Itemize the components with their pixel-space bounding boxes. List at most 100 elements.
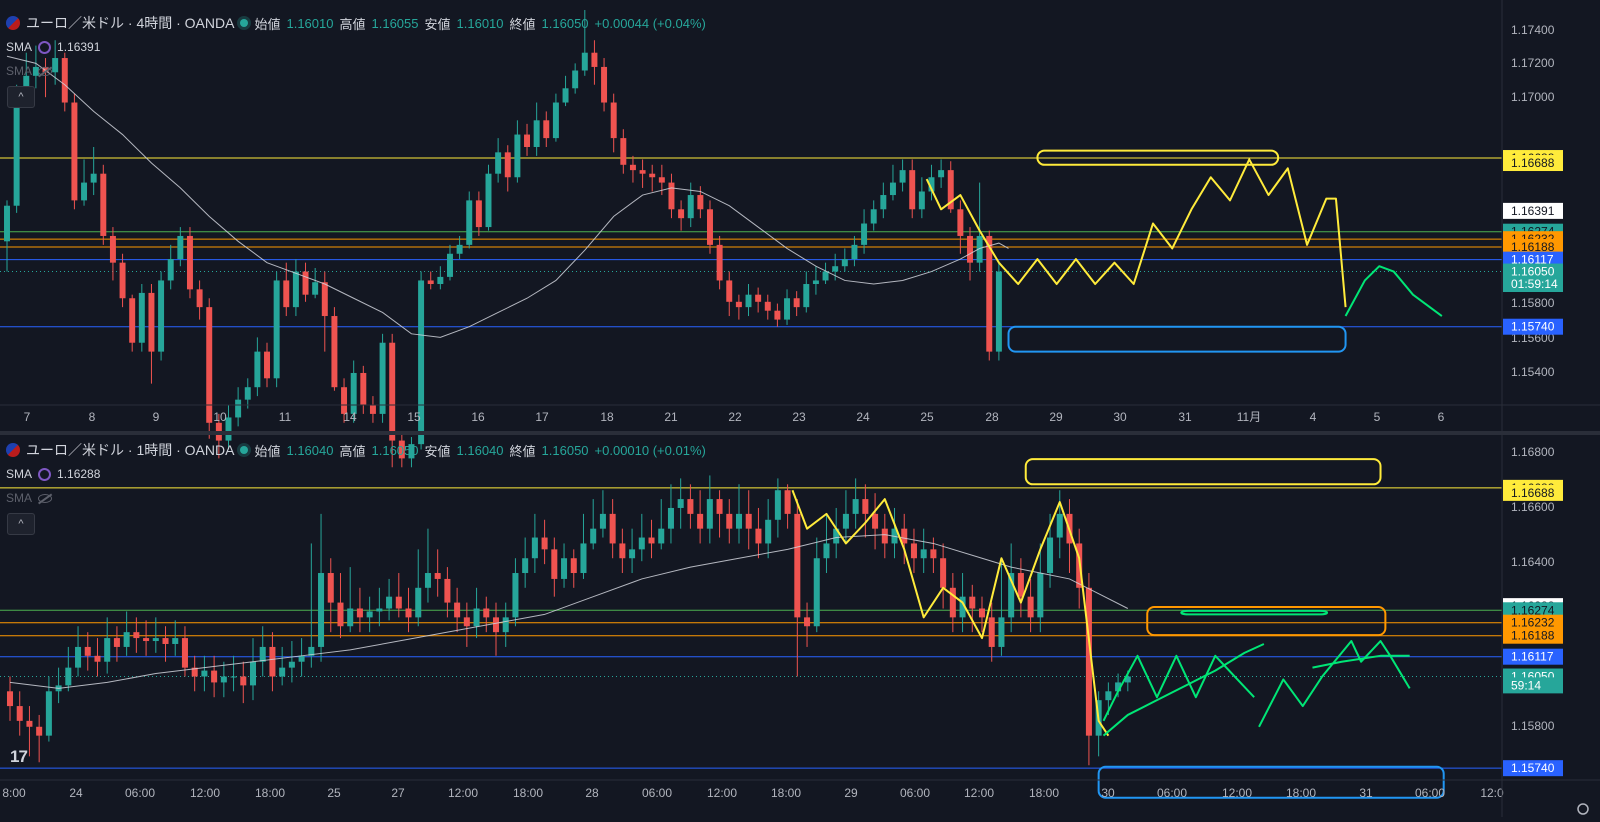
top-candle-body[interactable] bbox=[581, 52, 588, 71]
bottom-candle-body[interactable] bbox=[249, 661, 257, 686]
bottom-candle-body[interactable] bbox=[988, 617, 995, 647]
top-candle-body[interactable] bbox=[71, 102, 78, 201]
top-candle-body[interactable] bbox=[918, 191, 925, 210]
eye-hidden-icon[interactable] bbox=[38, 493, 53, 503]
bottom-price-tag[interactable] bbox=[1503, 648, 1563, 665]
bottom-candle-body[interactable] bbox=[658, 528, 665, 544]
top-candle-body[interactable] bbox=[976, 235, 983, 263]
top-candle-body[interactable] bbox=[562, 88, 569, 103]
bottom-candle-body[interactable] bbox=[667, 507, 674, 529]
top-candle-body[interactable] bbox=[341, 387, 348, 414]
top-candle-body[interactable] bbox=[418, 280, 425, 445]
top-candle-body[interactable] bbox=[928, 177, 935, 192]
top-candle-body[interactable] bbox=[687, 195, 694, 219]
bottom-candle-body[interactable] bbox=[113, 638, 120, 647]
top-candle-body[interactable] bbox=[880, 195, 887, 210]
bottom-candle-body[interactable] bbox=[735, 513, 743, 529]
bottom-candle-body[interactable] bbox=[852, 499, 859, 514]
top-yellow-drawing[interactable] bbox=[925, 158, 1347, 308]
top-candle-body[interactable] bbox=[832, 266, 839, 272]
bottom-candle-body[interactable] bbox=[376, 608, 383, 612]
bottom-candle-body[interactable] bbox=[551, 549, 558, 579]
top-candle-body[interactable] bbox=[784, 298, 791, 320]
top-candle-body[interactable] bbox=[697, 195, 704, 210]
bottom-candle-body[interactable] bbox=[502, 617, 509, 633]
bottom-candle-body[interactable] bbox=[910, 543, 917, 559]
top-candle-body[interactable] bbox=[524, 134, 531, 148]
top-candle-body[interactable] bbox=[938, 170, 945, 178]
bottom-candle-body[interactable] bbox=[240, 676, 247, 686]
bottom-candle-body[interactable] bbox=[143, 638, 150, 642]
bottom-candle-body[interactable] bbox=[842, 513, 849, 529]
top-candle-body[interactable] bbox=[138, 292, 145, 343]
bottom-candle-body[interactable] bbox=[201, 670, 208, 677]
top-candle-body[interactable] bbox=[331, 316, 338, 388]
top-candle-body[interactable] bbox=[870, 209, 877, 224]
top-candle-body[interactable] bbox=[292, 271, 299, 308]
top-candle-body[interactable] bbox=[620, 138, 627, 165]
bottom-candle-body[interactable] bbox=[84, 646, 91, 656]
top-candle-body[interactable] bbox=[273, 280, 280, 379]
top-candle-body[interactable] bbox=[899, 170, 906, 183]
top-candle-body[interactable] bbox=[533, 120, 540, 148]
bottom-candle-body[interactable] bbox=[677, 499, 684, 508]
bottom-candle-body[interactable] bbox=[454, 602, 461, 618]
sma-settings-icon[interactable] bbox=[38, 40, 52, 54]
bottom-candle-body[interactable] bbox=[920, 549, 927, 559]
bottom-candle-body[interactable] bbox=[804, 617, 811, 627]
bottom-price-tag[interactable] bbox=[1503, 627, 1563, 644]
top-candle-body[interactable] bbox=[909, 170, 916, 210]
top-sma-hidden-indicator[interactable]: SMA bbox=[6, 64, 53, 78]
bottom-candle-body[interactable] bbox=[191, 667, 198, 677]
bottom-candle-body[interactable] bbox=[211, 670, 218, 683]
bottom-candle-body[interactable] bbox=[6, 691, 14, 707]
bottom-candle-body[interactable] bbox=[1017, 573, 1024, 597]
bottom-candle-body[interactable] bbox=[434, 573, 441, 579]
bottom-candle-body[interactable] bbox=[570, 558, 577, 574]
bottom-green-drawing[interactable] bbox=[1258, 640, 1411, 728]
bottom-candle-body[interactable] bbox=[424, 573, 431, 588]
bottom-candle-body[interactable] bbox=[220, 676, 227, 683]
bottom-candle-body[interactable] bbox=[1085, 587, 1092, 736]
top-candle-body[interactable] bbox=[283, 280, 290, 308]
bottom-candle-body[interactable] bbox=[405, 608, 412, 618]
bottom-zone-rect[interactable] bbox=[1180, 609, 1329, 616]
bottom-candle-body[interactable] bbox=[901, 528, 908, 544]
top-price-tag[interactable] bbox=[1503, 202, 1563, 219]
top-candle-body[interactable] bbox=[514, 134, 521, 178]
bottom-candle-body[interactable] bbox=[998, 617, 1005, 647]
top-candle-body[interactable] bbox=[254, 351, 261, 388]
bottom-green-drawing[interactable] bbox=[1312, 654, 1410, 669]
bottom-candle-body[interactable] bbox=[45, 691, 52, 736]
top-candle-body[interactable] bbox=[61, 58, 68, 103]
bottom-green-drawing[interactable] bbox=[1102, 654, 1255, 722]
sma-settings-icon[interactable] bbox=[38, 467, 52, 481]
top-candle-body[interactable] bbox=[4, 205, 10, 242]
top-candle-body[interactable] bbox=[109, 235, 116, 263]
top-zone-rect[interactable] bbox=[1036, 149, 1280, 166]
bottom-candle-body[interactable] bbox=[881, 528, 888, 544]
bottom-candle-body[interactable] bbox=[629, 549, 636, 559]
bottom-candle-body[interactable] bbox=[65, 667, 72, 686]
bottom-candle-body[interactable] bbox=[181, 638, 188, 668]
top-candle-body[interactable] bbox=[543, 120, 550, 139]
collapse-arrow-icon[interactable]: ^ bbox=[7, 513, 35, 535]
top-candle-body[interactable] bbox=[129, 298, 136, 343]
top-sma-indicator[interactable]: SMA 1.16391 bbox=[6, 40, 100, 54]
top-candle-body[interactable] bbox=[264, 351, 270, 379]
top-price-tag[interactable] bbox=[1503, 155, 1563, 172]
top-candle-body[interactable] bbox=[485, 173, 492, 228]
bottom-candle-body[interactable] bbox=[347, 608, 354, 627]
top-candle-body[interactable] bbox=[735, 301, 742, 308]
bottom-candle-body[interactable] bbox=[492, 617, 500, 633]
bottom-candle-body[interactable] bbox=[356, 608, 363, 618]
top-candle-body[interactable] bbox=[177, 235, 184, 260]
bottom-candle-body[interactable] bbox=[580, 543, 587, 574]
top-candle-body[interactable] bbox=[629, 164, 636, 171]
bottom-candle-body[interactable] bbox=[366, 611, 373, 618]
top-candle-body[interactable] bbox=[148, 292, 155, 352]
top-candle-body[interactable] bbox=[119, 262, 126, 299]
bottom-candle-body[interactable] bbox=[638, 537, 645, 550]
top-candle-body[interactable] bbox=[369, 405, 376, 414]
bottom-zone-rect[interactable] bbox=[1024, 458, 1382, 486]
